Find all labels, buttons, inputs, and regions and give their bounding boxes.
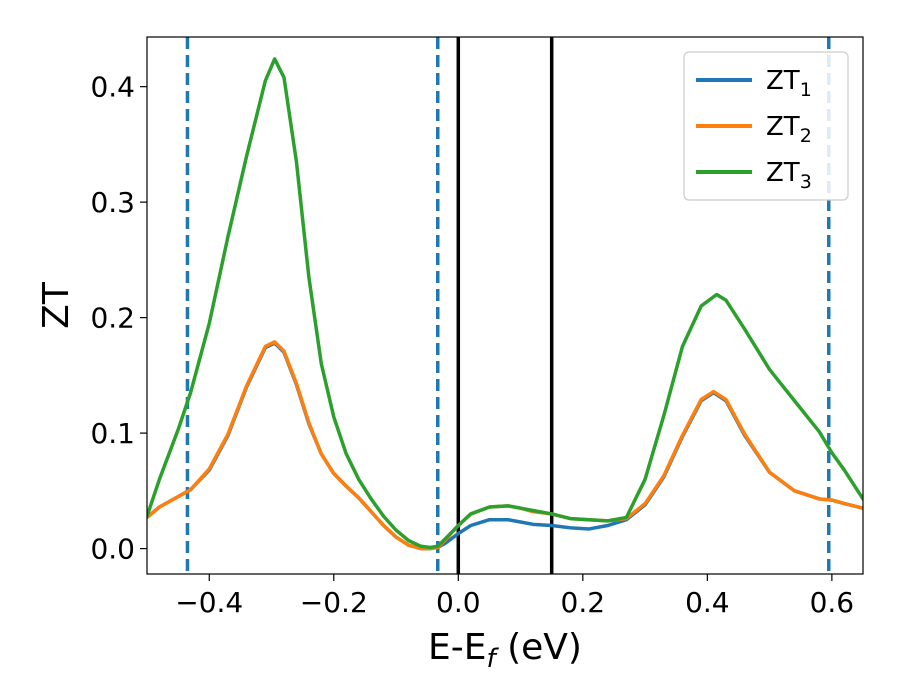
legend-label-2: ZT2 bbox=[766, 112, 812, 147]
y-tick-label: 0.4 bbox=[90, 71, 135, 104]
x-tick-label: 0.6 bbox=[810, 586, 855, 619]
x-axis-label: E-Ef (eV) bbox=[428, 627, 582, 674]
y-axis-label: ZT bbox=[36, 281, 77, 329]
series-lines bbox=[147, 57, 863, 551]
legend: ZT1 ZT2 ZT3 bbox=[683, 51, 849, 201]
y-axis-ticks: 0.0 0.1 0.2 0.3 0.4 bbox=[90, 71, 147, 566]
legend-label-1: ZT1 bbox=[766, 66, 812, 101]
y-tick-label: 0.1 bbox=[90, 417, 135, 450]
x-tick-label: −0.2 bbox=[300, 586, 368, 619]
x-tick-label: 0.4 bbox=[685, 586, 730, 619]
reference-lines bbox=[185, 37, 831, 574]
x-tick-label: 0.0 bbox=[436, 586, 481, 619]
x-axis-ticks: −0.4 −0.2 0.0 0.2 0.4 0.6 bbox=[175, 574, 854, 619]
legend-box bbox=[683, 51, 849, 201]
series-line-2 bbox=[147, 340, 863, 551]
x-tick-label: 0.2 bbox=[561, 586, 606, 619]
y-tick-label: 0.2 bbox=[90, 302, 135, 335]
legend-label-3: ZT3 bbox=[766, 158, 812, 193]
x-tick-label: −0.4 bbox=[175, 586, 243, 619]
plot-frame bbox=[146, 36, 864, 575]
series-line-3 bbox=[147, 57, 863, 550]
y-tick-label: 0.0 bbox=[90, 533, 135, 566]
y-tick-label: 0.3 bbox=[90, 186, 135, 219]
series-line-1 bbox=[147, 341, 863, 551]
